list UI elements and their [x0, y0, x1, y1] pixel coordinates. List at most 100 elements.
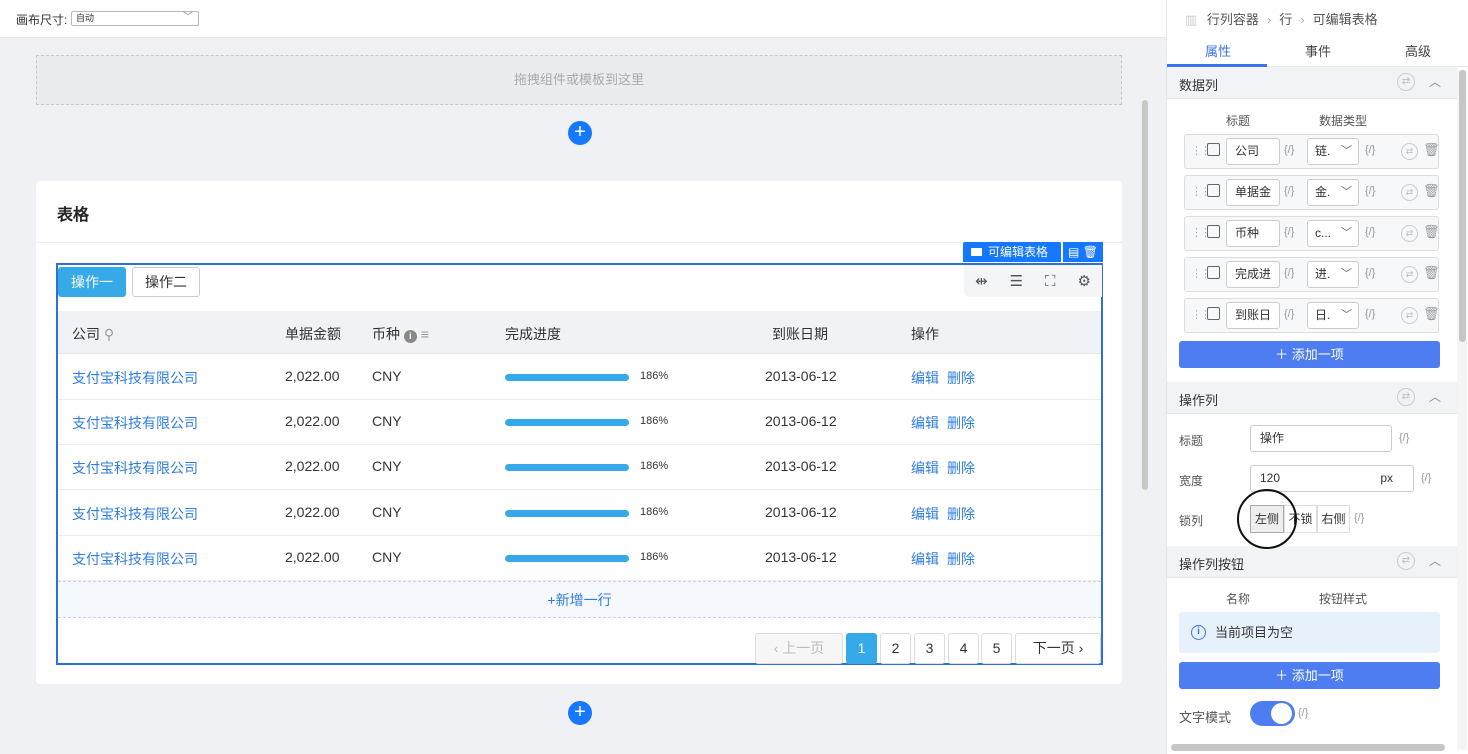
add-row-button[interactable]: +新增一行	[58, 581, 1101, 618]
swap-icon[interactable]: ⇄	[1397, 73, 1415, 91]
variable-icon[interactable]: {/}	[1399, 432, 1410, 444]
tab-properties[interactable]: 属性	[1205, 44, 1232, 59]
variable-icon[interactable]: {/}	[1284, 144, 1295, 156]
swap-icon[interactable]: ⇄	[1401, 307, 1418, 324]
edit-link[interactable]: 编辑	[911, 550, 939, 567]
delete-link[interactable]: 删除	[947, 460, 975, 477]
search-icon[interactable]: ⚲	[103, 326, 115, 342]
swap-icon[interactable]: ⇄	[1401, 143, 1418, 160]
variable-icon[interactable]: {/}	[1365, 308, 1376, 320]
chevron-up-icon[interactable]: ︿	[1429, 75, 1442, 89]
variable-icon[interactable]: {/}	[1365, 226, 1376, 238]
tab-action-two[interactable]: 操作二	[132, 267, 200, 297]
column-title-input[interactable]: 到账日	[1226, 302, 1280, 329]
column-title-input[interactable]: 单据金	[1226, 179, 1280, 206]
drag-handle-icon[interactable]: ⋮⋮	[1191, 227, 1211, 239]
swap-icon[interactable]: ⇄	[1397, 552, 1415, 570]
drag-handle-icon[interactable]: ⋮⋮	[1191, 145, 1211, 157]
action-title-input[interactable]: 操作	[1250, 425, 1392, 452]
company-link[interactable]: 支付宝科技有限公司	[72, 370, 198, 386]
swap-icon[interactable]: ⇄	[1401, 266, 1418, 283]
section-action-column[interactable]: 操作列 ⇄ ︿	[1167, 382, 1457, 414]
trash-icon[interactable]: 🗑	[1423, 142, 1440, 157]
edit-icon[interactable]	[1207, 225, 1220, 238]
variable-icon[interactable]: {/}	[1421, 472, 1432, 484]
variable-icon[interactable]: {/}	[1354, 512, 1365, 524]
delete-link[interactable]: 删除	[947, 505, 975, 522]
panel-scrollbar[interactable]	[1459, 70, 1466, 342]
next-page-button[interactable]: 下一页 ›	[1015, 633, 1101, 664]
add-data-column-button[interactable]: ＋ 添加一项	[1179, 341, 1440, 368]
drag-handle-icon[interactable]: ⋮⋮	[1191, 186, 1211, 198]
column-type-select[interactable]: 进. ﹀	[1307, 261, 1359, 288]
company-link[interactable]: 支付宝科技有限公司	[72, 460, 198, 477]
swap-icon[interactable]: ⇄	[1401, 184, 1418, 201]
filter-icon[interactable]: ≡	[420, 326, 429, 342]
swap-icon[interactable]: ⇄	[1401, 225, 1418, 242]
variable-icon[interactable]: {/}	[1365, 144, 1376, 156]
drag-handle-icon[interactable]: ⋮⋮	[1191, 309, 1211, 321]
trash-icon[interactable]: 🗑	[1423, 265, 1440, 280]
lock-right-option[interactable]: 右侧	[1317, 505, 1350, 533]
column-title-input[interactable]: 公司	[1226, 138, 1280, 165]
variable-icon[interactable]: {/}	[1284, 226, 1295, 238]
canvas-scrollbar[interactable]	[1142, 100, 1148, 490]
column-title-input[interactable]: 币种	[1226, 220, 1280, 247]
page-3[interactable]: 3	[914, 633, 945, 664]
component-tag[interactable]: 可编辑表格	[963, 242, 1061, 262]
edit-icon[interactable]	[1207, 266, 1220, 279]
column-type-select[interactable]: 链. ﹀	[1307, 138, 1359, 165]
trash-icon[interactable]: 🗑	[1423, 224, 1440, 239]
variable-icon[interactable]: {/}	[1365, 185, 1376, 197]
gear-icon[interactable]: ⚙	[1077, 273, 1091, 290]
column-type-select[interactable]: 金. ﹀	[1307, 179, 1359, 206]
company-link[interactable]: 支付宝科技有限公司	[72, 505, 198, 522]
prev-page-button[interactable]: ‹ 上一页	[755, 633, 843, 664]
drop-zone[interactable]: 拖拽组件或模板到这里	[36, 55, 1122, 105]
breadcrumb-item[interactable]: 行列容器	[1206, 12, 1259, 27]
column-type-select[interactable]: c... ﹀	[1307, 220, 1359, 247]
info-icon[interactable]: i	[403, 330, 417, 343]
breadcrumb-item[interactable]: 行	[1279, 12, 1293, 27]
section-action-buttons[interactable]: 操作列按钮 ⇄ ︿	[1167, 546, 1457, 578]
tab-events[interactable]: 事件	[1305, 44, 1332, 59]
edit-link[interactable]: 编辑	[911, 415, 939, 432]
delete-link[interactable]: 删除	[947, 415, 975, 432]
delete-link[interactable]: 删除	[947, 550, 975, 567]
edit-link[interactable]: 编辑	[911, 505, 939, 522]
edit-link[interactable]: 编辑	[911, 370, 939, 386]
page-2[interactable]: 2	[880, 633, 911, 664]
chevron-up-icon[interactable]: ︿	[1429, 554, 1442, 568]
variable-icon[interactable]: {/}	[1284, 267, 1295, 279]
trash-icon[interactable]: 🗑	[1423, 183, 1440, 198]
edit-link[interactable]: 编辑	[911, 460, 939, 477]
company-link[interactable]: 支付宝科技有限公司	[72, 415, 198, 432]
edit-icon[interactable]	[1207, 184, 1220, 197]
fullscreen-icon[interactable]: ⛶	[1045, 272, 1056, 290]
tab-advanced[interactable]: 高级	[1405, 44, 1432, 59]
column-type-select[interactable]: 日. ﹀	[1307, 302, 1359, 329]
action-width-input[interactable]: 120 px	[1250, 465, 1414, 492]
variable-icon[interactable]: {/}	[1284, 185, 1295, 197]
column-resize-icon[interactable]: ⇹	[975, 273, 988, 290]
page-4[interactable]: 4	[948, 633, 979, 664]
delete-link[interactable]: 删除	[947, 370, 975, 386]
add-component-button[interactable]: +	[568, 121, 592, 145]
page-5[interactable]: 5	[981, 633, 1012, 664]
page-1[interactable]: 1	[846, 633, 877, 664]
edit-icon[interactable]	[1207, 143, 1220, 156]
variable-icon[interactable]: {/}	[1284, 308, 1295, 320]
trash-icon[interactable]: 🗑	[1423, 306, 1440, 321]
edit-icon[interactable]	[1207, 307, 1220, 320]
swap-icon[interactable]: ⇄	[1397, 388, 1415, 406]
density-icon[interactable]: ☰	[1009, 273, 1024, 290]
variable-icon[interactable]: {/}	[1298, 707, 1309, 719]
column-title-input[interactable]: 完成进	[1226, 261, 1280, 288]
copy-icon[interactable]: ▤	[1068, 245, 1080, 259]
canvas-size-select[interactable]: 自动 ﹀	[71, 11, 199, 26]
add-action-button[interactable]: ＋ 添加一项	[1179, 662, 1440, 689]
panel-horizontal-scrollbar[interactable]	[1171, 744, 1445, 751]
add-component-button-bottom[interactable]: +	[568, 701, 592, 725]
variable-icon[interactable]: {/}	[1365, 267, 1376, 279]
chevron-up-icon[interactable]: ︿	[1429, 390, 1442, 404]
